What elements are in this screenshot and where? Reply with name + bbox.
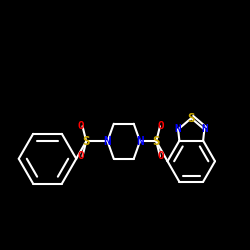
Text: N: N <box>104 135 111 148</box>
Text: S: S <box>188 112 195 125</box>
Text: N: N <box>175 124 182 134</box>
Text: O: O <box>78 151 84 161</box>
Text: S: S <box>82 135 90 148</box>
Text: N: N <box>136 135 144 148</box>
Text: O: O <box>158 121 164 131</box>
Text: S: S <box>152 135 160 148</box>
Text: O: O <box>78 121 84 131</box>
Text: O: O <box>158 151 164 161</box>
Text: N: N <box>201 124 208 134</box>
